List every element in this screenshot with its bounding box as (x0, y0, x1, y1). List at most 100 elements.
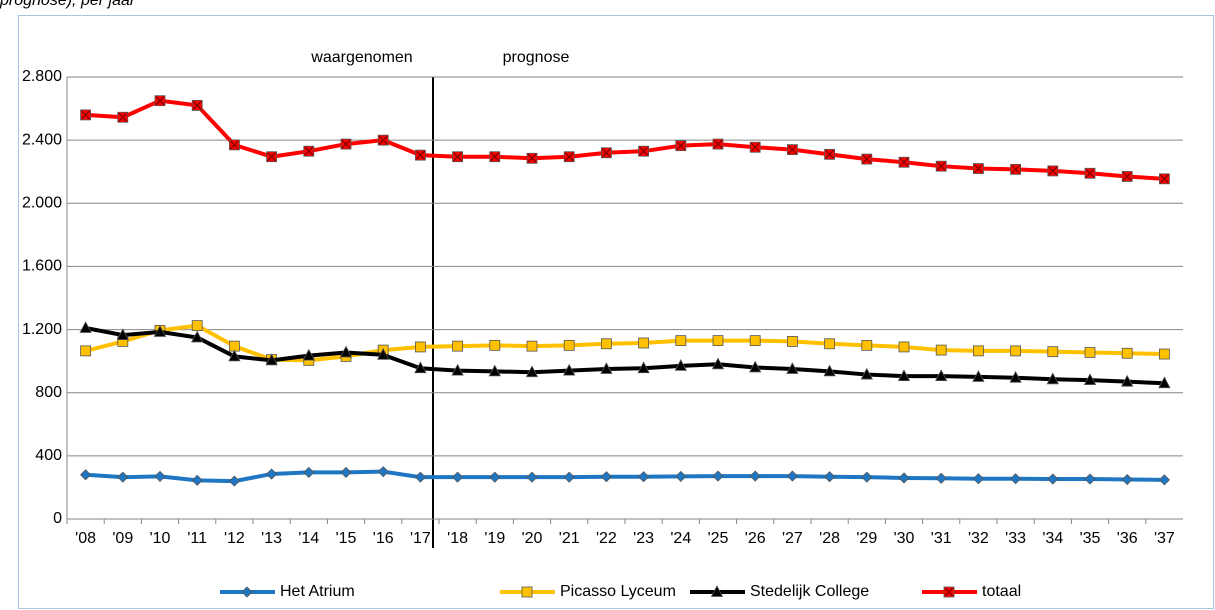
point (1121, 473, 1133, 486)
point-cross (490, 152, 500, 162)
point (80, 345, 91, 357)
x-tick-label: '21 (559, 530, 580, 547)
point-cross (944, 587, 954, 597)
point (526, 340, 538, 352)
point (303, 145, 315, 157)
point-cross (713, 139, 723, 149)
point (414, 471, 426, 483)
point (973, 163, 984, 174)
point (824, 338, 835, 350)
point (80, 109, 91, 121)
point (1159, 173, 1170, 185)
y-tick-label: 1.200 (22, 321, 62, 338)
point (414, 149, 426, 161)
legend-label: Stedelijk College (750, 583, 869, 600)
point-cross (899, 157, 909, 167)
point-cross (750, 142, 760, 152)
point (302, 348, 315, 361)
point (266, 151, 278, 163)
point (117, 111, 129, 123)
point (191, 330, 204, 343)
x-tick-label: '16 (373, 530, 394, 547)
point (600, 362, 613, 374)
point (191, 100, 203, 111)
point (154, 95, 166, 107)
point (749, 335, 761, 347)
x-tick-label: '19 (484, 530, 505, 547)
x-tick-label: '08 (75, 530, 96, 547)
point (191, 320, 203, 332)
point-cross (304, 146, 314, 156)
point (898, 341, 910, 353)
point (1084, 347, 1096, 358)
point-cross (1122, 172, 1132, 181)
point (1159, 348, 1170, 360)
point (601, 147, 612, 159)
point (712, 138, 724, 150)
point (488, 364, 501, 377)
point (563, 363, 576, 376)
point (823, 364, 836, 377)
point-cross (787, 145, 797, 155)
point (525, 365, 539, 378)
point (600, 471, 612, 483)
y-tick-label: 400 (35, 447, 62, 464)
y-tick-label: 1.600 (22, 258, 62, 275)
point (563, 151, 575, 163)
point (340, 466, 352, 478)
point-cross (1048, 166, 1058, 176)
point (675, 140, 687, 152)
point-cross (155, 96, 165, 106)
point (1121, 347, 1133, 359)
point-cross (564, 152, 574, 162)
point (377, 134, 389, 146)
x-tick-label: '15 (336, 530, 357, 547)
point (638, 145, 649, 157)
point-cross (1085, 168, 1095, 178)
point (1010, 473, 1022, 485)
point-cross (676, 141, 686, 151)
point (452, 471, 464, 483)
point (601, 338, 612, 350)
chart-frame (18, 15, 1214, 609)
point (377, 466, 389, 478)
point (563, 339, 575, 351)
point (241, 586, 253, 598)
point (451, 363, 464, 376)
point (861, 153, 873, 165)
point-cross (81, 110, 91, 120)
point (191, 474, 203, 486)
x-tick-label: '11 (187, 530, 207, 547)
point (935, 369, 948, 382)
series-line (85, 469, 1165, 484)
x-tick-label: '17 (410, 530, 431, 547)
point (1047, 346, 1059, 358)
legend-label: Picasso Lyceum (560, 583, 676, 600)
y-tick-label: 0 (53, 510, 62, 527)
point-cross (192, 100, 202, 110)
point (1084, 167, 1096, 179)
point (1047, 473, 1059, 485)
point (711, 357, 725, 370)
point (710, 585, 724, 597)
point (489, 339, 501, 351)
point (79, 321, 92, 333)
x-tick-label: '09 (112, 530, 133, 547)
y-tick-label: 800 (35, 384, 62, 401)
point (154, 470, 166, 482)
point (935, 160, 947, 172)
annotation: waargenomen (310, 49, 412, 66)
point (860, 367, 873, 380)
point (228, 475, 240, 487)
point (489, 151, 501, 163)
point (1009, 370, 1022, 383)
point (414, 341, 426, 353)
x-tick-label: '23 (633, 530, 654, 547)
point (787, 336, 798, 347)
point (1084, 473, 1096, 485)
point (1158, 376, 1171, 389)
x-tick-label: '18 (447, 530, 468, 547)
point (526, 471, 538, 483)
point (526, 152, 538, 164)
